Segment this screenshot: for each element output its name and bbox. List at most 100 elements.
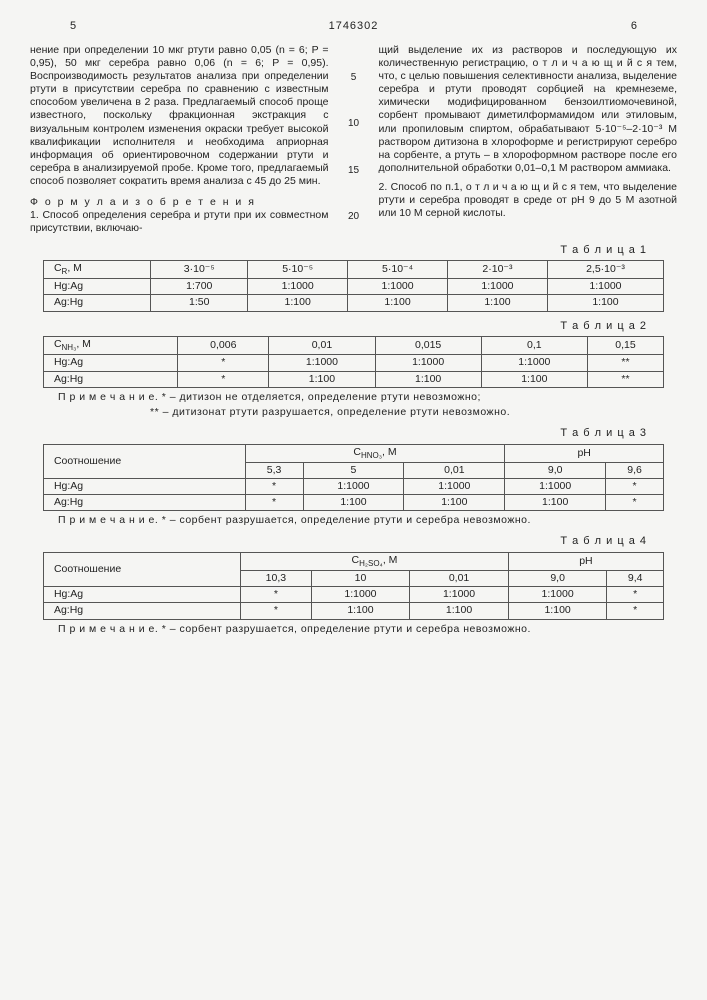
cell: ** (587, 355, 663, 371)
cell: 0,01 (269, 337, 375, 355)
cell: 1:100 (375, 371, 481, 387)
cell: 0,1 (481, 337, 587, 355)
cell: 0,015 (375, 337, 481, 355)
right-para-2: 2. Способ по п.1, о т л и ч а ю щ и й с … (379, 181, 678, 220)
cell: Ag:Hg (43, 371, 177, 387)
table-row: CR, M 3·10⁻⁵ 5·10⁻⁵ 5·10⁻⁴ 2·10⁻³ 2,5·10… (43, 261, 663, 279)
table-row: Ag:Hg * 1:100 1:100 1:100 ** (43, 371, 663, 387)
lineno: 5 (351, 72, 357, 85)
cell: CH₂SO₄, M (241, 553, 509, 571)
cell: * (245, 478, 303, 494)
cell: 9,0 (505, 462, 606, 478)
table3-note: П р и м е ч а н и е. * – сорбент разруша… (58, 514, 677, 527)
cell: 1:100 (448, 295, 548, 311)
table-row: Ag:Hg * 1:100 1:100 1:100 * (43, 495, 663, 511)
cell: Ag:Hg (43, 295, 150, 311)
cell: 1:1000 (508, 587, 607, 603)
table2-note2: ** – дитизонат ртути разрушается, опреде… (150, 406, 677, 419)
cell: Hg:Ag (43, 478, 245, 494)
cell: 0,006 (178, 337, 269, 355)
text-columns: нение при определении 10 мкг ртути равно… (30, 44, 677, 236)
cell: 1:100 (547, 295, 663, 311)
cell: CHNO₃, M (245, 444, 505, 462)
lineno: 10 (348, 118, 359, 131)
cell: 10 (311, 571, 410, 587)
cell: 1:1000 (303, 478, 404, 494)
table-row: Hg:Ag * 1:1000 1:1000 1:1000 ** (43, 355, 663, 371)
cell: 5·10⁻⁵ (248, 261, 348, 279)
cell: 1:100 (269, 371, 375, 387)
cell: 1:1000 (410, 587, 509, 603)
cell: 1:1000 (248, 279, 348, 295)
table-row: Соотношение CH₂SO₄, M pH (43, 553, 663, 571)
cell: ** (587, 371, 663, 387)
cell: 1:100 (311, 603, 410, 619)
cell: 2·10⁻³ (448, 261, 548, 279)
table-row: Hg:Ag * 1:1000 1:1000 1:1000 * (43, 478, 663, 494)
table4-label: Т а б л и ц а 4 (30, 535, 647, 549)
table-row: Соотношение CHNO₃, M pH (43, 444, 663, 462)
page-num-left: 5 (70, 20, 76, 34)
cell: * (607, 587, 664, 603)
table-3: Соотношение CHNO₃, M pH 5,3 5 0,01 9,0 9… (43, 444, 664, 511)
table2-note1: П р и м е ч а н и е. * – дитизон не отде… (58, 391, 677, 404)
left-column: нение при определении 10 мкг ртути равно… (30, 44, 329, 236)
formula-title: Ф о р м у л а и з о б р е т е н и я (30, 196, 329, 209)
table-1: CR, M 3·10⁻⁵ 5·10⁻⁵ 5·10⁻⁴ 2·10⁻³ 2,5·10… (43, 260, 664, 311)
cell: Соотношение (43, 444, 245, 478)
cell: 0,01 (404, 462, 505, 478)
cell: pH (508, 553, 663, 571)
cell: 1:50 (151, 295, 248, 311)
cell: 0,15 (587, 337, 663, 355)
cell: 1:100 (303, 495, 404, 511)
lineno: 20 (348, 211, 359, 224)
cell: 1:100 (248, 295, 348, 311)
table-2: CNH₃, M 0,006 0,01 0,015 0,1 0,15 Hg:Ag … (43, 336, 664, 387)
cell: * (178, 355, 269, 371)
line-numbers: 5 10 15 20 (347, 44, 361, 236)
page-num-right: 6 (631, 20, 637, 34)
cell: * (178, 371, 269, 387)
cell: 5 (303, 462, 404, 478)
cell: 1:100 (404, 495, 505, 511)
cell: 1:1000 (547, 279, 663, 295)
cell: 1:100 (505, 495, 606, 511)
cell: 9,0 (508, 571, 607, 587)
cell: Hg:Ag (43, 279, 150, 295)
cell: Ag:Hg (43, 603, 240, 619)
table-row: CNH₃, M 0,006 0,01 0,015 0,1 0,15 (43, 337, 663, 355)
left-para-2: 1. Способ определения серебра и ртути пр… (30, 209, 329, 235)
cell: 1:100 (508, 603, 607, 619)
cell: * (607, 603, 664, 619)
cell: * (241, 587, 312, 603)
page-header: 5 1746302 6 (30, 20, 677, 34)
left-para-1: нение при определении 10 мкг ртути равно… (30, 44, 329, 188)
table-row: Hg:Ag 1:700 1:1000 1:1000 1:1000 1:1000 (43, 279, 663, 295)
cell: 9,6 (606, 462, 664, 478)
doc-number: 1746302 (329, 20, 379, 34)
table2-label: Т а б л и ц а 2 (30, 320, 647, 334)
cell: 1:1000 (448, 279, 548, 295)
cell: 3·10⁻⁵ (151, 261, 248, 279)
cell: CR, M (43, 261, 150, 279)
cell: 1:700 (151, 279, 248, 295)
table-row: Hg:Ag * 1:1000 1:1000 1:1000 * (43, 587, 663, 603)
right-column: щий выделение их из растворов и последую… (379, 44, 678, 236)
lineno: 15 (348, 165, 359, 178)
cell: * (606, 495, 664, 511)
cell: 0,01 (410, 571, 509, 587)
cell: 1:1000 (505, 478, 606, 494)
cell: 10,3 (241, 571, 312, 587)
cell: CNH₃, M (43, 337, 177, 355)
cell: 5·10⁻⁴ (348, 261, 448, 279)
cell: * (241, 603, 312, 619)
cell: 5,3 (245, 462, 303, 478)
right-para-1: щий выделение их из растворов и последую… (379, 44, 678, 175)
table-row: Ag:Hg * 1:100 1:100 1:100 * (43, 603, 663, 619)
table1-label: Т а б л и ц а 1 (30, 244, 647, 258)
cell: 2,5·10⁻³ (547, 261, 663, 279)
cell: 1:1000 (375, 355, 481, 371)
cell: 1:100 (348, 295, 448, 311)
table-4: Соотношение CH₂SO₄, M pH 10,3 10 0,01 9,… (43, 552, 664, 619)
cell: 1:1000 (481, 355, 587, 371)
